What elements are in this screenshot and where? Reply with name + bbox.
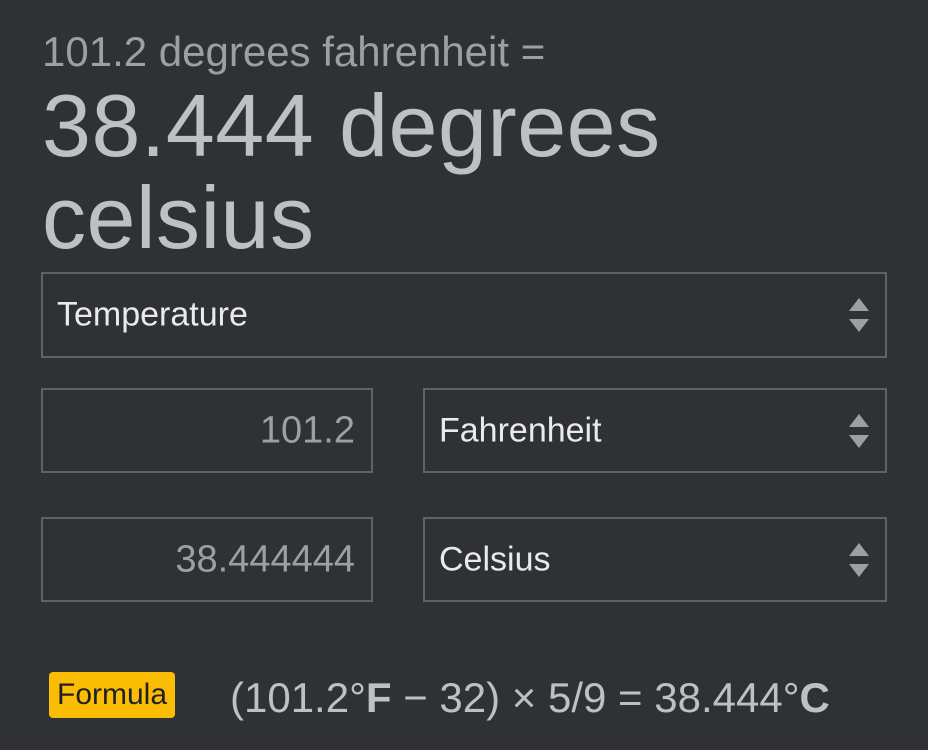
updown-arrows-icon bbox=[849, 298, 869, 332]
from-unit-label: Fahrenheit bbox=[439, 411, 602, 449]
query-subtitle: 101.2 degrees fahrenheit = bbox=[42, 28, 546, 75]
from-value: 101.2 bbox=[259, 409, 355, 451]
formula-middle: − 32) × 5/9 = 38.444° bbox=[391, 674, 800, 721]
result-line-2: celsius bbox=[42, 168, 315, 267]
to-unit-select[interactable]: Celsius bbox=[423, 517, 887, 602]
formula-badge: Formula bbox=[49, 672, 176, 718]
updown-arrows-icon bbox=[849, 542, 869, 577]
to-unit-label: Celsius bbox=[439, 540, 551, 578]
formula-unit-f: F bbox=[365, 674, 392, 721]
from-unit-select[interactable]: Fahrenheit bbox=[423, 388, 887, 473]
formula-unit-c: C bbox=[799, 674, 830, 721]
formula-text: (101.2°F − 32) × 5/9 = 38.444°C bbox=[230, 672, 830, 724]
unit-type-select[interactable]: Temperature bbox=[41, 272, 887, 358]
result-line-1: 38.444 degrees bbox=[42, 76, 661, 175]
from-value-input[interactable]: 101.2 bbox=[41, 388, 373, 473]
conversion-result: 38.444 degrees celsius bbox=[42, 80, 902, 264]
updown-arrows-icon bbox=[849, 413, 869, 448]
to-value: 38.444444 bbox=[175, 538, 355, 580]
unit-type-label: Temperature bbox=[57, 295, 248, 334]
to-value-input[interactable]: 38.444444 bbox=[41, 517, 373, 602]
formula-prefix: (101.2° bbox=[230, 674, 366, 721]
